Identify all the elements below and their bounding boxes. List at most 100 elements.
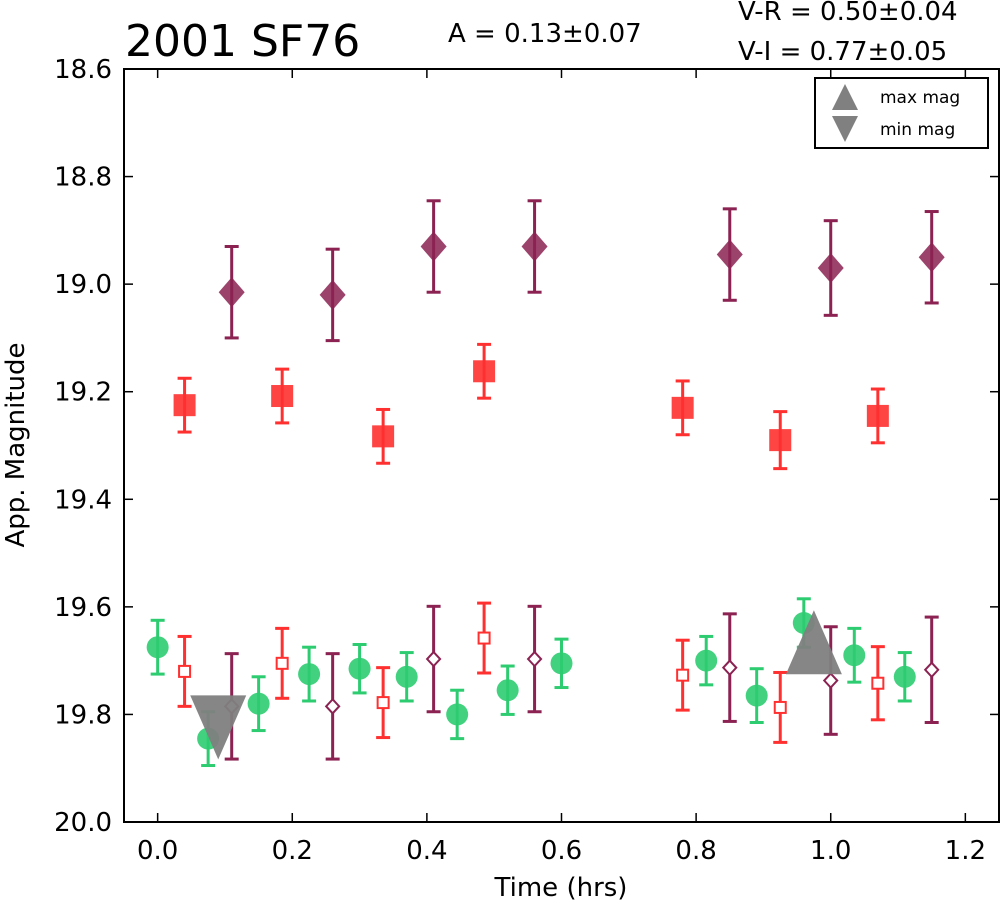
data-point bbox=[348, 643, 371, 695]
diamond-marker bbox=[420, 231, 447, 262]
data-point bbox=[521, 199, 548, 294]
data-point bbox=[420, 199, 447, 294]
data-point bbox=[425, 604, 442, 714]
circle-marker bbox=[348, 657, 371, 680]
data-point bbox=[275, 626, 290, 700]
data-point bbox=[473, 342, 496, 400]
x-tick-label: 0.0 bbox=[137, 836, 178, 866]
min-mag-legend-marker bbox=[832, 116, 858, 142]
min-mag-marker bbox=[190, 695, 247, 760]
data-point bbox=[773, 670, 788, 744]
circle-marker bbox=[695, 649, 718, 672]
square-marker bbox=[271, 385, 294, 408]
data-point bbox=[671, 379, 694, 437]
open-diamond-marker bbox=[526, 650, 543, 668]
data-point bbox=[675, 638, 690, 712]
data-point bbox=[550, 637, 573, 690]
data-point bbox=[496, 664, 519, 716]
amplitude-annotation: A = 0.13±0.07 bbox=[448, 19, 642, 49]
data-point bbox=[372, 407, 395, 465]
x-axis-label: Time (hrs) bbox=[494, 873, 628, 903]
open-square-marker bbox=[178, 664, 192, 678]
data-point bbox=[247, 675, 270, 733]
data-point bbox=[477, 601, 492, 675]
square-marker bbox=[769, 429, 792, 452]
diamond-marker bbox=[218, 277, 245, 308]
diamond-marker bbox=[817, 253, 844, 284]
data-point bbox=[870, 645, 885, 722]
y-tick-label: 19.6 bbox=[54, 593, 112, 623]
y-tick-label: 19.4 bbox=[54, 485, 112, 515]
y-tick-label: 19.0 bbox=[54, 270, 112, 300]
data-point bbox=[173, 376, 196, 434]
data-point bbox=[298, 645, 321, 703]
data-point bbox=[923, 615, 940, 724]
circle-marker bbox=[843, 644, 866, 667]
data-point bbox=[918, 210, 945, 305]
max-mag-legend-marker bbox=[832, 84, 858, 110]
open-square-marker bbox=[275, 656, 289, 670]
data-point bbox=[769, 410, 792, 471]
square-marker bbox=[372, 425, 395, 448]
data-point bbox=[526, 604, 543, 714]
data-point bbox=[745, 667, 768, 724]
data-point bbox=[817, 219, 844, 317]
x-tick-label: 0.8 bbox=[675, 836, 716, 866]
data-point bbox=[271, 367, 294, 425]
open-diamond-marker bbox=[324, 697, 341, 715]
diamond-marker bbox=[716, 239, 743, 270]
data-point bbox=[822, 625, 839, 736]
chart-title: 2001 SF76 bbox=[125, 16, 360, 67]
open-diamond-marker bbox=[425, 650, 442, 668]
data-point bbox=[721, 612, 738, 723]
data-point bbox=[324, 652, 341, 761]
x-tick-label: 1.0 bbox=[810, 836, 851, 866]
y-axis-label: App. Magnitude bbox=[1, 342, 31, 547]
data-point bbox=[446, 688, 469, 741]
diamond-marker bbox=[319, 279, 346, 310]
legend: max mag min mag bbox=[814, 77, 989, 149]
v-i-annotation: V-I = 0.77±0.05 bbox=[738, 37, 947, 67]
legend-label-max: max mag bbox=[880, 88, 960, 108]
data-point bbox=[893, 651, 916, 703]
data-point bbox=[319, 247, 346, 343]
square-marker bbox=[866, 404, 889, 427]
open-square-marker bbox=[376, 696, 390, 710]
x-tick-label: 0.6 bbox=[541, 836, 582, 866]
data-point bbox=[177, 634, 192, 708]
data-point bbox=[146, 618, 169, 676]
open-square-marker bbox=[773, 700, 787, 714]
open-diamond-marker bbox=[822, 672, 839, 690]
open-square-marker bbox=[676, 668, 690, 682]
open-square-marker bbox=[871, 676, 885, 690]
data-point bbox=[376, 666, 391, 740]
diamond-marker bbox=[521, 231, 548, 262]
diamond-marker bbox=[918, 242, 945, 273]
circle-marker bbox=[446, 703, 469, 726]
plot-frame bbox=[123, 68, 1000, 823]
circle-marker bbox=[146, 636, 169, 659]
circle-marker bbox=[745, 684, 768, 707]
data-point bbox=[843, 626, 866, 684]
circle-marker bbox=[395, 665, 418, 688]
x-tick-label: 0.2 bbox=[272, 836, 313, 866]
max-mag-marker bbox=[785, 610, 842, 675]
y-tick-label: 19.8 bbox=[54, 700, 112, 730]
circle-marker bbox=[496, 679, 519, 702]
open-square-marker bbox=[477, 631, 491, 645]
open-diamond-marker bbox=[721, 659, 738, 677]
v-r-annotation: V-R = 0.50±0.04 bbox=[738, 0, 958, 27]
square-marker bbox=[173, 394, 196, 417]
circle-marker bbox=[550, 652, 573, 675]
circle-marker bbox=[247, 692, 270, 715]
y-tick-label: 20.0 bbox=[54, 808, 112, 838]
data-point bbox=[395, 651, 418, 703]
circle-marker bbox=[893, 665, 916, 688]
legend-label-min: min mag bbox=[880, 120, 955, 140]
y-tick-label: 19.2 bbox=[54, 378, 112, 408]
data-point bbox=[866, 387, 889, 445]
circle-marker bbox=[298, 663, 321, 686]
data-point bbox=[218, 244, 245, 340]
y-tick-label: 18.6 bbox=[54, 55, 112, 85]
